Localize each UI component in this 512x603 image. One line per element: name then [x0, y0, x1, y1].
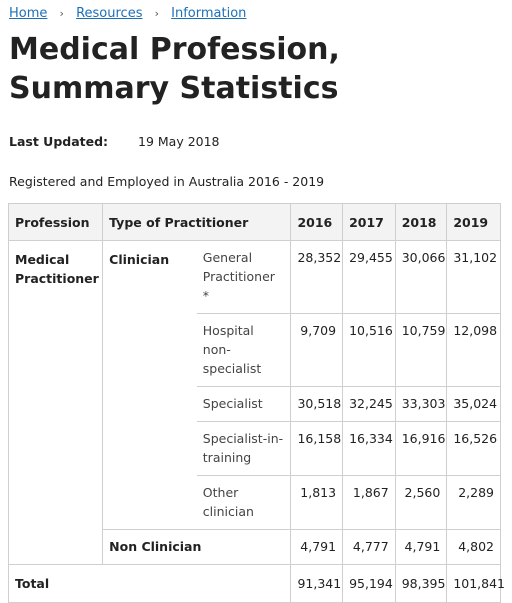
- value-cell: 9,709: [290, 313, 344, 387]
- value-cell: 16,916: [394, 421, 448, 476]
- value-cell: 16,334: [342, 421, 396, 476]
- value-cell: 33,303: [394, 386, 448, 422]
- subtype-cell: Other clinician: [196, 475, 292, 530]
- subtype-cell: Hospital non-specialist: [196, 313, 292, 387]
- value-cell: 29,455: [342, 240, 396, 314]
- total-value-cell: 91,341: [290, 564, 344, 603]
- table-caption: Registered and Employed in Australia 201…: [9, 174, 325, 189]
- value-cell: 4,791: [394, 529, 448, 565]
- value-cell: 31,102: [446, 240, 501, 314]
- table-row: Other clinician 1,813 1,867 2,560 2,289: [9, 475, 501, 530]
- subtype-cell: Specialist-in-training: [196, 421, 292, 476]
- value-cell: 1,813: [290, 475, 344, 530]
- value-cell: 10,516: [342, 313, 396, 387]
- value-cell: 2,289: [446, 475, 501, 530]
- value-cell: 28,352: [290, 240, 344, 314]
- table-header-row: Profession Type of Practitioner 2016 201…: [7, 203, 501, 241]
- statistics-table: Profession Type of Practitioner 2016 201…: [7, 203, 505, 603]
- breadcrumb-resources-link[interactable]: Resources: [76, 6, 143, 21]
- value-cell: 32,245: [342, 386, 396, 422]
- breadcrumb: Home › Resources › Information: [9, 6, 246, 22]
- value-cell: 4,777: [342, 529, 396, 565]
- breadcrumb-information-link[interactable]: Information: [171, 6, 247, 21]
- value-cell: 10,759: [394, 313, 448, 387]
- value-cell: 4,802: [446, 529, 501, 565]
- value-cell: 2,560: [394, 475, 448, 530]
- type-cell-clinician: Clinician: [102, 240, 197, 530]
- subtype-cell: General Practitioner *: [196, 240, 292, 314]
- table-row: Specialist 30,518 32,245 33,303 35,024: [9, 386, 501, 422]
- value-cell: 12,098: [446, 313, 501, 387]
- column-header-profession: Profession: [7, 203, 104, 241]
- table-row: Non Clinician 4,791 4,777 4,791 4,802: [9, 529, 501, 565]
- value-cell: 16,158: [290, 421, 344, 476]
- subtype-cell: Specialist: [196, 386, 292, 422]
- table-row: Specialist-in-training 16,158 16,334 16,…: [9, 421, 501, 476]
- column-header-2018: 2018: [394, 203, 448, 241]
- table-row: Hospital non-specialist 9,709 10,516 10,…: [9, 313, 501, 387]
- value-cell: 30,518: [290, 386, 344, 422]
- value-cell: 30,066: [394, 240, 448, 314]
- value-cell: 35,024: [446, 386, 501, 422]
- profession-cell: Medical Practitioner: [7, 240, 104, 565]
- last-updated-value: 19 May 2018: [138, 134, 220, 149]
- last-updated-label: Last Updated:: [9, 134, 109, 149]
- column-header-2017: 2017: [342, 203, 396, 241]
- value-cell: 1,867: [342, 475, 396, 530]
- breadcrumb-separator-icon: ›: [154, 7, 160, 20]
- type-cell-non-clinician: Non Clinician: [102, 529, 292, 565]
- table-row: Medical Practitioner Clinician General P…: [7, 240, 501, 565]
- value-cell: 4,791: [290, 529, 344, 565]
- breadcrumb-home-link[interactable]: Home: [9, 6, 48, 21]
- column-header-2019: 2019: [446, 203, 501, 241]
- breadcrumb-separator-icon: ›: [59, 7, 64, 20]
- value-cell: 16,526: [446, 421, 501, 476]
- page-title: Medical Profession, Summary Statistics: [9, 32, 340, 106]
- column-header-2016: 2016: [290, 203, 344, 241]
- last-updated: Last Updated: 19 May 2018: [9, 134, 220, 150]
- column-header-type: Type of Practitioner: [102, 203, 292, 241]
